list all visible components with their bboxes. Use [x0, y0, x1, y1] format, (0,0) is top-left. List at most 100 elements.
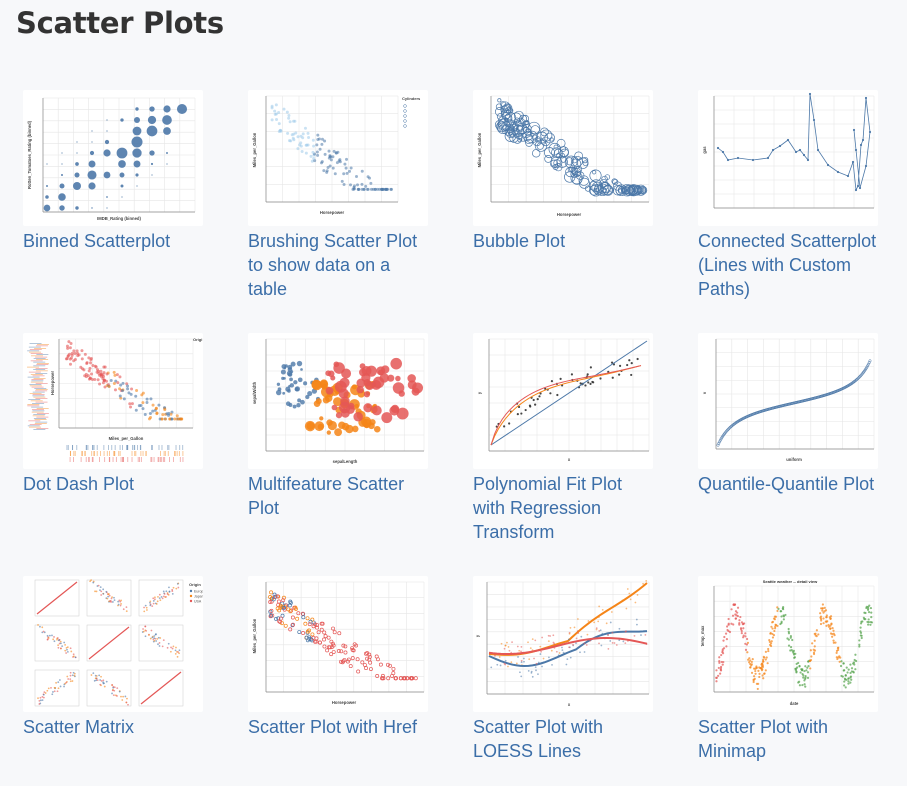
gallery-card-binned-scatterplot[interactable]: IMDB_Rating (binned) Rotten_Tomatoes_Rati…	[23, 90, 203, 253]
data-point	[832, 632, 835, 635]
data-point	[151, 403, 155, 407]
gallery-card-dot-dash-plot[interactable]: Miles_per_Gallon Horsepower Origi Dot Dash …	[23, 333, 203, 496]
gallery-link-scatter-plot-minimap[interactable]: Scatter Plot with Minimap	[698, 717, 829, 761]
data-point	[174, 649, 177, 652]
gallery-card-quantile-quantile-plot[interactable]: uniform v Quantile-Quantile Plot	[698, 333, 878, 496]
gallery-card-scatter-plot-minimap[interactable]: Seattle weather -- detail view date temp_m…	[698, 576, 878, 763]
thumbnail-brushing-scatter-plot[interactable]: Horsepower Miles_per_Gallon Cylinders	[248, 90, 428, 226]
thumbnail-dot-dash-plot[interactable]: Miles_per_Gallon Horsepower Origi	[23, 333, 203, 469]
data-point	[612, 184, 624, 196]
data-point	[349, 183, 353, 187]
data-point	[744, 642, 747, 645]
data-point	[360, 169, 364, 173]
gallery-card-polynomial-fit-plot[interactable]: x y Polynomial Fit Plot with Regression Tr…	[473, 333, 653, 544]
gallery-card-scatter-plot-with-href[interactable]: Horsepower Miles_per_Gallon Scatter Plot w…	[248, 576, 428, 739]
gallery-link-dot-dash-plot[interactable]: Dot Dash Plot	[23, 474, 135, 494]
data-point	[312, 144, 316, 148]
gallery-link-scatter-plot-loess-lines[interactable]: Scatter Plot with LOESS Lines	[473, 717, 604, 761]
gallery-link-quantile-quantile-plot[interactable]: Quantile-Quantile Plot	[698, 474, 875, 494]
data-point	[385, 662, 390, 667]
data-point	[161, 413, 165, 417]
data-point	[337, 631, 342, 636]
data-point	[277, 122, 281, 126]
gallery-card-connected-scatterplot[interactable]: gas Connected Scatterplot (Lines with Cus…	[698, 90, 878, 301]
data-point	[103, 682, 105, 685]
data-point	[84, 375, 88, 379]
matrix-cell	[86, 669, 132, 707]
thumbnail-binned-scatterplot[interactable]: IMDB_Rating (binned) Rotten_Tomatoes_Rati…	[23, 90, 203, 226]
gallery-link-connected-scatterplot[interactable]: Connected Scatterplot (Lines with Custom…	[698, 231, 877, 299]
gallery-link-bubble-plot[interactable]: Bubble Plot	[473, 231, 566, 251]
data-point	[156, 600, 159, 603]
data-point	[550, 379, 554, 383]
data-point	[565, 663, 568, 666]
thumbnail-scatter-plot-minimap[interactable]: Seattle weather -- detail view date temp_m…	[698, 576, 878, 712]
data-point	[522, 657, 525, 660]
data-point	[111, 692, 113, 695]
data-point	[534, 639, 537, 642]
data-point	[112, 694, 115, 697]
data-point	[322, 396, 330, 404]
data-point	[527, 669, 530, 672]
data-point	[149, 397, 153, 401]
rug-mark	[137, 445, 139, 450]
thumbnail-bubble-plot[interactable]: Horsepower Miles_per_Gallon	[473, 90, 653, 226]
data-point	[553, 642, 556, 645]
data-point	[163, 417, 167, 421]
data-point	[152, 597, 155, 600]
data-point	[722, 660, 725, 664]
rug-mark	[33, 414, 46, 415]
data-point	[66, 354, 70, 358]
rug-mark	[27, 404, 40, 405]
thumbnail-scatter-matrix[interactable]: Origin EuropeJapanUSA	[23, 576, 203, 712]
rug-mark	[28, 399, 41, 400]
data-point	[66, 675, 69, 678]
data-point	[334, 428, 343, 437]
thumbnail-quantile-quantile-plot[interactable]: uniform v	[698, 333, 878, 469]
data-point	[118, 387, 122, 391]
data-point	[177, 586, 180, 589]
data-point	[867, 623, 870, 626]
rug-mark	[119, 445, 121, 450]
gallery-card-scatter-matrix[interactable]: Origin EuropeJapanUSA Scatter Matrix	[23, 576, 203, 739]
data-point	[326, 635, 331, 640]
gallery-card-multifeature-scatter-plot[interactable]: sepalLength sepalWidth Multifeature Scatte…	[248, 333, 428, 520]
data-point	[126, 384, 130, 388]
data-point	[798, 665, 801, 668]
thumbnail-scatter-plot-with-href[interactable]: Horsepower Miles_per_Gallon	[248, 576, 428, 712]
gallery-link-binned-scatterplot[interactable]: Binned Scatterplot	[23, 231, 171, 251]
data-point	[309, 154, 313, 158]
gallery-card-bubble-plot[interactable]: Horsepower Miles_per_Gallon Bubble Plot	[473, 90, 653, 253]
data-point	[507, 646, 510, 648]
thumbnail-multifeature-scatter-plot[interactable]: sepalLength sepalWidth	[248, 333, 428, 469]
data-point	[552, 163, 559, 171]
data-point	[335, 412, 343, 419]
data-point	[173, 417, 177, 421]
data-point	[769, 632, 772, 635]
gallery-link-brushing-scatter-plot[interactable]: Brushing Scatter Plot to show data on a …	[248, 231, 418, 299]
data-point	[161, 597, 164, 600]
data-point	[57, 681, 60, 684]
gallery-link-scatter-plot-with-href[interactable]: Scatter Plot with Href	[248, 717, 418, 737]
data-point	[778, 144, 782, 148]
rug-mark	[140, 457, 142, 462]
thumbnail-connected-scatterplot[interactable]: gas	[698, 90, 878, 226]
gallery-link-multifeature-scatter-plot[interactable]: Multifeature Scatter Plot	[248, 474, 405, 518]
gallery-card-brushing-scatter-plot[interactable]: Horsepower Miles_per_Gallon Cylinders Brush…	[248, 90, 428, 301]
rug-mark	[163, 457, 165, 462]
data-point	[102, 679, 105, 682]
data-point	[824, 609, 828, 612]
gallery-card-scatter-plot-loess-lines[interactable]: x y Scatter Plot with LOESS Lines	[473, 576, 653, 763]
data-point	[282, 391, 286, 395]
rug-mark	[153, 457, 155, 462]
data-point	[627, 185, 636, 195]
gallery-link-scatter-matrix[interactable]: Scatter Matrix	[23, 717, 135, 737]
data-point	[87, 170, 97, 180]
gallery-link-polynomial-fit-plot[interactable]: Polynomial Fit Plot with Regression Tran…	[473, 474, 623, 542]
rug-mark	[32, 394, 45, 395]
axis-title: Miles_per_Gallon	[252, 618, 257, 653]
data-point	[322, 169, 326, 173]
data-point	[626, 588, 629, 590]
